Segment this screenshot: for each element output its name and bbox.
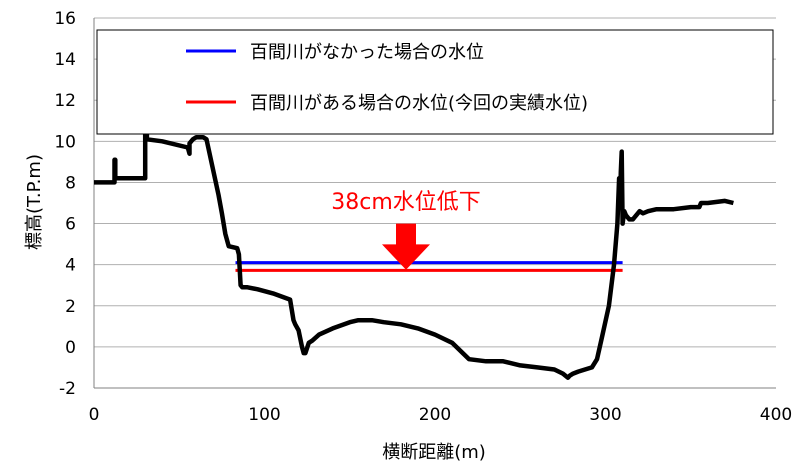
annotation: 38cm水位低下: [331, 190, 481, 270]
y-tick-label-1: 0: [65, 338, 76, 358]
ground-profile-line: [94, 110, 734, 380]
y-tick-label-7: 12: [54, 91, 76, 111]
y-tick-label-2: 2: [65, 297, 76, 317]
annotation-arrow: [382, 223, 430, 270]
legend-box: [96, 29, 774, 135]
y-tick-label-0: -2: [59, 379, 76, 399]
y-tick-label-4: 6: [65, 215, 76, 235]
legend-label-0: 百間川がなかった場合の水位: [250, 42, 484, 63]
y-tick-label-5: 8: [65, 173, 76, 193]
y-tick-label-9: 16: [54, 9, 76, 29]
legend-label-1: 百間川がある場合の水位(今回の実績水位): [250, 93, 588, 114]
x-tick-label-3: 300: [589, 405, 621, 425]
x-tick-label-0: 0: [89, 405, 100, 425]
x-tick-label-1: 100: [248, 405, 280, 425]
y-axis-title: 標高(T.P.m): [24, 154, 45, 250]
axes: [93, 18, 776, 389]
y-tick-label-6: 10: [54, 132, 76, 152]
x-tick-label-4: 400: [760, 405, 792, 425]
series-lines: [94, 110, 734, 380]
x-tick-labels: 0 100 200 300 400: [89, 405, 793, 425]
y-tick-label-3: 4: [65, 256, 76, 276]
x-axis-title: 横断距離(m): [382, 442, 486, 463]
x-tick-label-2: 200: [419, 405, 451, 425]
y-tick-labels: -2 0 2 4 6 8 10 12 14 16: [54, 9, 76, 399]
annotation-label: 38cm水位低下: [331, 190, 481, 215]
y-tick-label-8: 14: [54, 50, 76, 70]
